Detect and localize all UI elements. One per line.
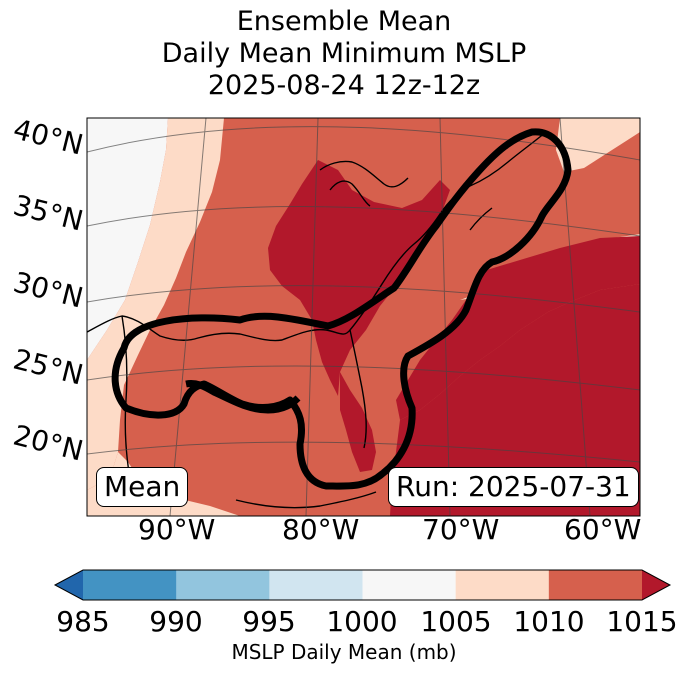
lon-label-70w: 70°W xyxy=(422,513,500,546)
lon-label-80w: 80°W xyxy=(282,513,360,546)
field-1015-plus-interior xyxy=(268,160,450,396)
colorbar-label: MSLP Daily Mean (mb) xyxy=(231,640,457,664)
map-area xyxy=(87,118,640,516)
colorbar-bin-995-1000 xyxy=(269,570,363,600)
field-1015-plus-gulf xyxy=(340,372,376,472)
colorbar xyxy=(53,569,672,601)
field-1000-1005 xyxy=(87,118,168,360)
field-1015-plus-atlantic xyxy=(390,284,640,516)
colorbar-tick-1005: 1005 xyxy=(420,605,492,638)
title-line-3: 2025-08-24 12z-12z xyxy=(207,70,481,101)
lon-label-90w: 90°W xyxy=(138,513,216,546)
map-frame xyxy=(86,117,641,517)
mean-label-box: Mean xyxy=(96,467,189,507)
lon-label-60w: 60°W xyxy=(564,513,642,546)
colorbar-tick-990: 990 xyxy=(149,605,203,638)
colorbar-outline xyxy=(53,569,672,601)
colorbar-bin-990-995 xyxy=(176,570,270,600)
title-line-2: Daily Mean Minimum MSLP xyxy=(161,38,527,69)
colorbar-over-arrow xyxy=(642,570,670,600)
colorbar-tick-985: 985 xyxy=(56,605,110,638)
colorbar-under-arrow xyxy=(55,570,83,600)
colorbar-bin-1010-1015 xyxy=(548,570,643,600)
coastlines xyxy=(87,131,547,509)
field-1005-1010-ne xyxy=(556,118,640,172)
colorbar-tick-995: 995 xyxy=(242,605,296,638)
colorbar-tick-1015: 1015 xyxy=(606,605,678,638)
field-1015-plus-east xyxy=(396,236,640,420)
colorbar-bin-1005-1010 xyxy=(455,570,550,600)
colorbar-bin-985-990 xyxy=(83,570,177,600)
run-date-label-box: Run: 2025-07-31 xyxy=(388,467,639,507)
colorbar-tick-1010: 1010 xyxy=(513,605,585,638)
colorbar-bin-1000-1005 xyxy=(362,570,457,600)
colorbar-tick-1000: 1000 xyxy=(326,605,398,638)
title-line-1: Ensemble Mean xyxy=(236,6,452,37)
ensemble-inner-contour xyxy=(185,380,301,414)
